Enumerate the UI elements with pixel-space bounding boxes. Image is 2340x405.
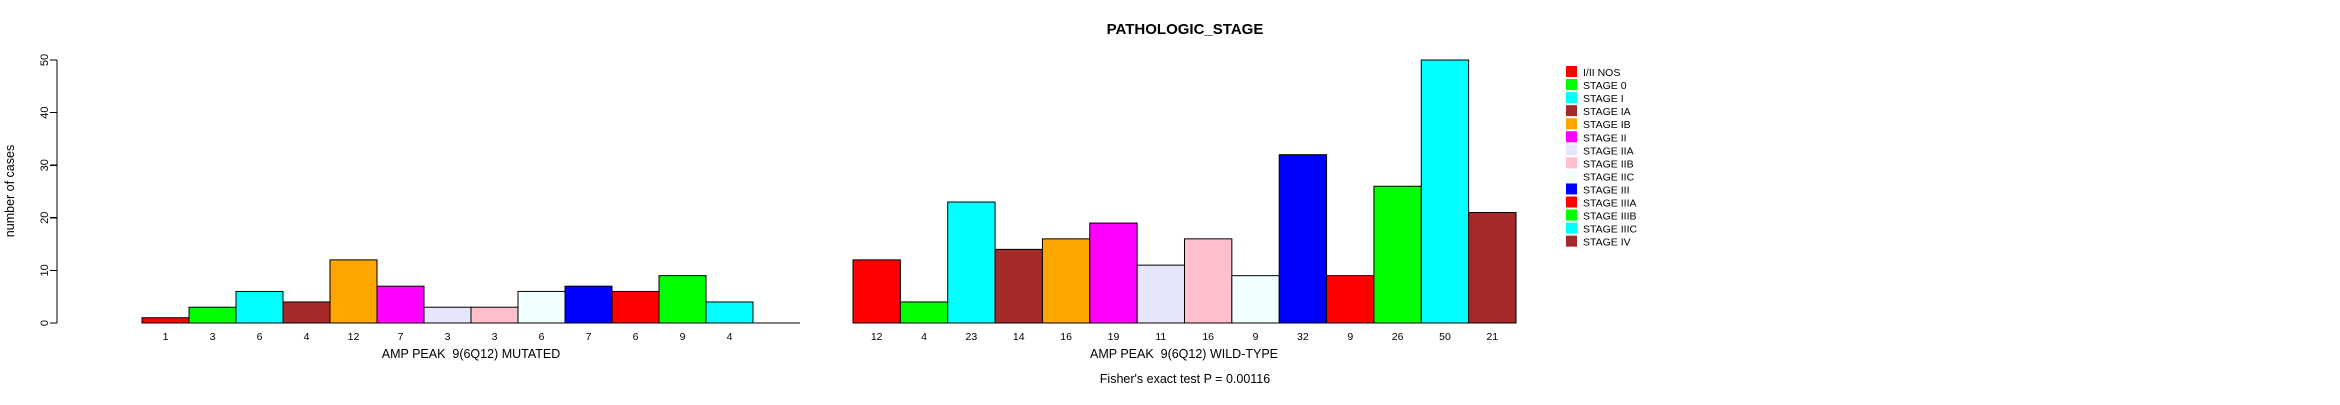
- bar-value-label: 11: [1155, 331, 1166, 343]
- legend-label-stage-iiia: STAGE IIIA: [1583, 198, 1636, 210]
- bar-mutated-stage-iic: [517, 290, 566, 324]
- legend-label-stage-0: STAGE 0: [1583, 80, 1627, 92]
- bar-mutated-stage-ii: [376, 285, 425, 324]
- bar-value-label: 6: [539, 331, 545, 343]
- legend-swatch-stage-iiic: [1566, 222, 1577, 234]
- bar-value-label: 3: [445, 331, 451, 343]
- y-tick-label: 40: [39, 106, 51, 118]
- bar-value-label: 9: [680, 331, 686, 343]
- bar-mutated-stage-ia: [282, 301, 331, 324]
- bar-mutated-stage-ib: [329, 259, 378, 324]
- bar-value-label: 19: [1108, 331, 1120, 343]
- bar-value-label: 7: [398, 331, 404, 343]
- bar-value-label: 12: [871, 331, 883, 343]
- bar-wildtype-stage-iia: [1136, 264, 1185, 324]
- bar-wildtype-stage-ib: [1041, 238, 1091, 324]
- bar-mutated-i-ii-nos: [141, 317, 190, 324]
- bar-mutated-stage-iiia: [611, 290, 660, 324]
- y-tick-label: 10: [39, 264, 51, 276]
- fisher-test-footnote: Fisher's exact test P = 0.00116: [1100, 372, 1270, 386]
- bar-mutated-stage-iiic: [705, 301, 754, 324]
- legend-label-stage-ia: STAGE IA: [1583, 106, 1631, 118]
- bar-mutated-stage-i: [235, 290, 284, 324]
- bar-wildtype-stage-iiib: [1373, 185, 1422, 324]
- x-axis-label-wildtype: AMP PEAK 9(6Q12) WILD-TYPE: [1090, 347, 1278, 361]
- legend-swatch-stage-iiia: [1566, 196, 1577, 208]
- legend-label-stage-iv: STAGE IV: [1583, 237, 1631, 249]
- bar-wildtype-stage-iic: [1231, 275, 1280, 324]
- bar-wildtype-stage-ii: [1089, 222, 1138, 324]
- legend-label-stage-ii: STAGE II: [1583, 132, 1627, 144]
- bar-value-label: 1: [163, 331, 169, 343]
- legend-swatch-i-ii-nos: [1566, 66, 1577, 77]
- legend-label-stage-iib: STAGE IIB: [1583, 158, 1634, 170]
- legend-swatch-stage-iii: [1566, 183, 1577, 195]
- bar-mutated-stage-0: [188, 306, 237, 324]
- legend-swatch-stage-ia: [1566, 105, 1577, 117]
- y-axis-label: number of cases: [3, 145, 17, 237]
- bar-value-label: 4: [921, 331, 927, 343]
- legend-label-stage-ib: STAGE IB: [1583, 119, 1631, 131]
- legend-swatch-stage-iv: [1566, 235, 1577, 247]
- legend-swatch-stage-iib: [1566, 157, 1577, 169]
- bar-value-label: 32: [1297, 331, 1309, 343]
- x-axis-label-mutated: AMP PEAK 9(6Q12) MUTATED: [382, 347, 561, 361]
- bar-value-label: 12: [348, 331, 360, 343]
- bar-value-label: 7: [586, 331, 592, 343]
- legend-label-i-ii-nos: I/II NOS: [1583, 67, 1620, 79]
- bar-value-label: 6: [257, 331, 263, 343]
- bar-value-label: 50: [1439, 331, 1451, 343]
- bar-wildtype-stage-i: [947, 201, 996, 324]
- legend-swatch-stage-i: [1566, 92, 1577, 104]
- legend-swatch-stage-ib: [1566, 118, 1577, 130]
- chart-dynamic-layer: 0 10 20 30 40 50 1 3 6 4 12 7 3 3 6 7 6 9 4 12 4 23 14 16 19 11 16…: [39, 54, 1637, 343]
- legend-label-stage-iii: STAGE III: [1583, 184, 1629, 196]
- bar-wildtype-stage-iib: [1183, 238, 1233, 324]
- bar-value-label: 21: [1486, 331, 1498, 343]
- legend-label-stage-iia: STAGE IIA: [1583, 145, 1634, 157]
- legend-label-stage-iiib: STAGE IIIB: [1583, 211, 1636, 223]
- bar-value-label: 16: [1202, 331, 1214, 343]
- y-tick-label: 20: [39, 212, 51, 224]
- bar-wildtype-stage-iv: [1468, 212, 1517, 324]
- bar-mutated-stage-iib: [470, 306, 519, 324]
- bar-value-label: 14: [1013, 331, 1025, 343]
- chart-title: PATHOLOGIC_STAGE: [1107, 21, 1264, 38]
- y-tick-label: 0: [39, 320, 51, 326]
- legend-label-stage-iic: STAGE IIC: [1583, 171, 1635, 183]
- bar-value-label: 4: [304, 331, 310, 343]
- y-tick-label: 30: [39, 159, 51, 171]
- legend-swatch-stage-0: [1566, 79, 1577, 91]
- legend-label-stage-i: STAGE I: [1583, 93, 1624, 105]
- bar-value-label: 4: [727, 331, 733, 343]
- bar-value-label: 9: [1347, 331, 1353, 343]
- legend-swatch-stage-iia: [1566, 144, 1577, 156]
- bar-mutated-stage-iii: [564, 285, 613, 324]
- bar-value-label: 23: [966, 331, 978, 343]
- bar-value-label: 3: [210, 331, 216, 343]
- bar-wildtype-stage-iiia: [1326, 275, 1375, 324]
- legend-swatch-stage-iic: [1566, 170, 1577, 182]
- bar-wildtype-stage-iii: [1278, 154, 1328, 324]
- bar-wildtype-i-ii-nos: [852, 259, 901, 324]
- bar-value-label: 6: [633, 331, 639, 343]
- bar-value-label: 26: [1392, 331, 1404, 343]
- bar-value-label: 9: [1253, 331, 1259, 343]
- legend-swatch-stage-ii: [1566, 131, 1577, 143]
- bar-mutated-stage-iia: [423, 306, 472, 324]
- bar-wildtype-stage-0: [899, 301, 949, 324]
- legend-label-stage-iiic: STAGE IIIC: [1583, 224, 1637, 236]
- legend-swatch-stage-iiib: [1566, 209, 1577, 221]
- bar-value-label: 3: [492, 331, 498, 343]
- bar-mutated-stage-iiib: [658, 275, 707, 324]
- bar-wildtype-stage-ia: [994, 248, 1043, 324]
- y-tick-label: 50: [39, 54, 51, 66]
- bar-wildtype-stage-iiic: [1420, 59, 1470, 324]
- bar-value-label: 16: [1060, 331, 1072, 343]
